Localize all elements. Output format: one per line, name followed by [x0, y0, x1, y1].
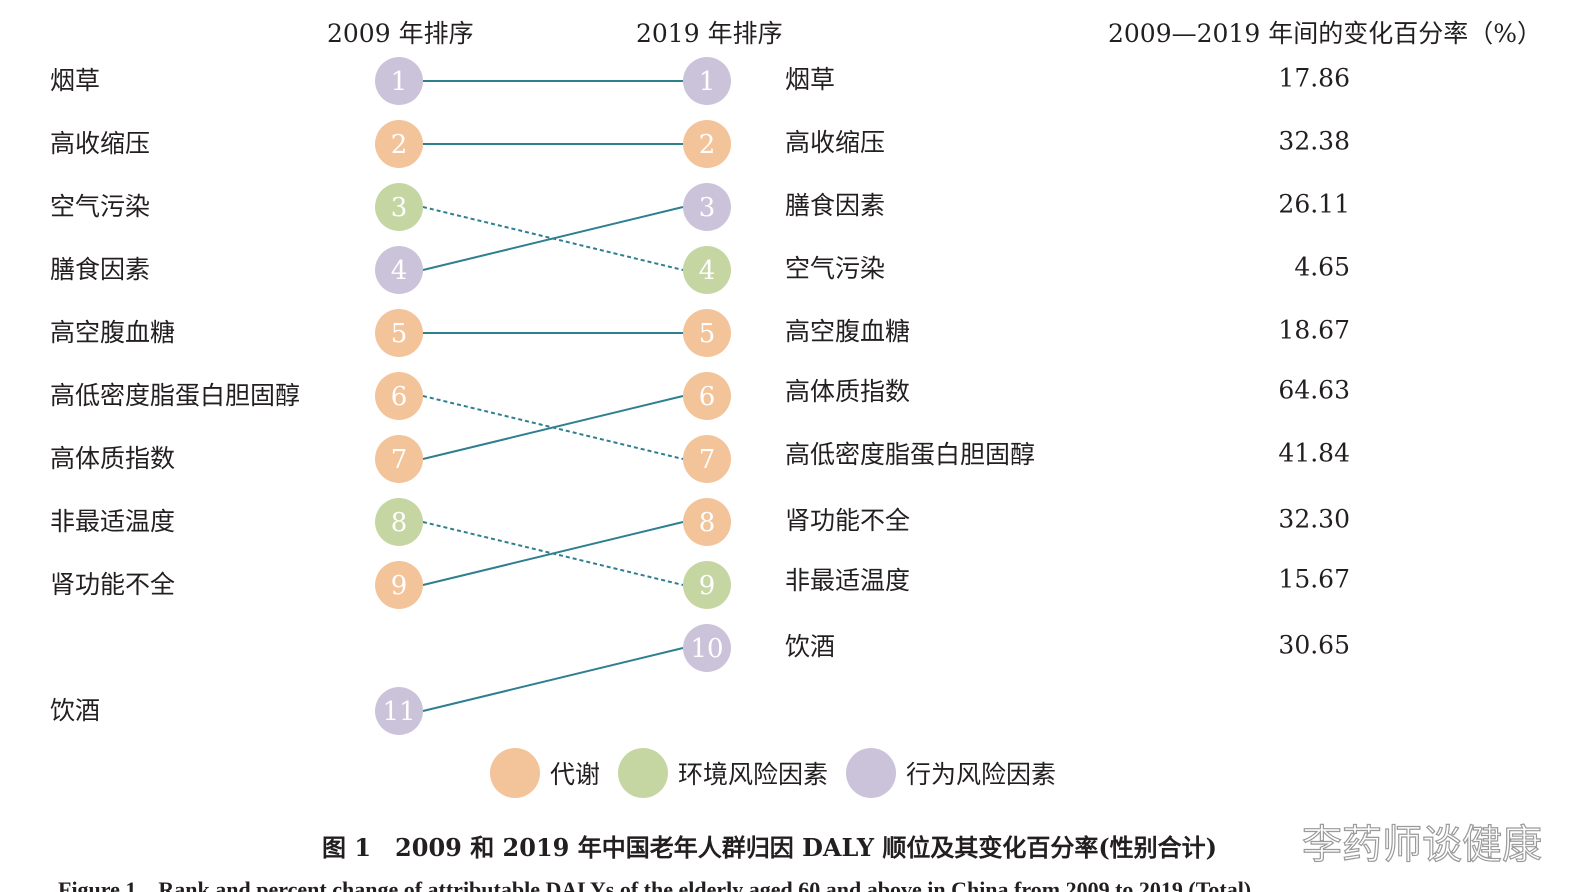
- left-factor-label: 空气污染: [50, 192, 151, 221]
- header-2019: 2019 年排序: [636, 19, 783, 48]
- left-factor-label: 高体质指数: [50, 444, 176, 473]
- rank-link-line: [422, 521, 684, 586]
- legend: 代谢 环境风险因素 行为风险因素: [490, 748, 1074, 798]
- legend-metabolic: 代谢: [490, 748, 600, 798]
- change-value: 17.86: [1278, 63, 1350, 93]
- rank-circle: [375, 435, 423, 483]
- legend-environmental: 环境风险因素: [618, 748, 828, 798]
- change-value: 4.65: [1294, 252, 1350, 282]
- rank-number: 5: [391, 319, 408, 349]
- left-factor-label: 高低密度脂蛋白胆固醇: [50, 381, 301, 410]
- right-factor-label: 空气污染: [785, 254, 886, 283]
- left-factor-label: 肾功能不全: [50, 570, 176, 599]
- change-value: 15.67: [1278, 564, 1350, 594]
- rank-number: 1: [391, 67, 408, 97]
- left-factor-label: 膳食因素: [50, 255, 151, 284]
- change-value: 26.11: [1278, 189, 1350, 219]
- rank-circle: [683, 372, 731, 420]
- legend-swatch: [490, 748, 540, 798]
- rank-circle: [375, 309, 423, 357]
- rank-number: 5: [699, 319, 716, 349]
- change-value: 30.65: [1278, 630, 1350, 660]
- header-2009: 2009 年排序: [327, 19, 474, 48]
- rank-circle: [375, 183, 423, 231]
- rank-circle: [375, 561, 423, 609]
- legend-swatch: [618, 748, 669, 798]
- right-factor-label: 高空腹血糖: [785, 317, 911, 346]
- rank-circle: [683, 183, 731, 231]
- left-factor-label: 非最适温度: [50, 507, 176, 536]
- rank-link-line: [422, 395, 684, 460]
- left-factor-label: 高空腹血糖: [50, 318, 176, 347]
- rank-link-line: [422, 647, 684, 712]
- change-value: 32.30: [1278, 504, 1350, 534]
- rank-number: 7: [699, 445, 716, 475]
- right-factor-label: 肾功能不全: [785, 506, 911, 535]
- legend-behavioral: 行为风险因素: [846, 748, 1056, 798]
- rank-circle: [683, 309, 731, 357]
- rank-circle: [375, 687, 423, 735]
- rank-circle: [683, 246, 731, 294]
- legend-label: 代谢: [550, 760, 601, 789]
- rank-link-line: [422, 206, 684, 271]
- rank-circle: [683, 561, 731, 609]
- rank-circle: [683, 498, 731, 546]
- rank-number: 9: [699, 571, 716, 601]
- rank-number: 2: [391, 130, 408, 160]
- rank-number: 3: [391, 193, 408, 223]
- right-factor-label: 非最适温度: [785, 566, 911, 595]
- header-change: 2009—2019 年间的变化百分率（%）: [1108, 19, 1542, 48]
- change-value: 18.67: [1278, 315, 1350, 345]
- rank-circle: [375, 498, 423, 546]
- rank-circle: [375, 57, 423, 105]
- legend-swatch: [846, 748, 897, 798]
- rank-number: 6: [699, 382, 716, 412]
- caption-english: Figure 1 Rank and percent change of attr…: [58, 877, 1252, 892]
- rank-number: 9: [391, 571, 408, 601]
- legend-label: 环境风险因素: [678, 760, 829, 789]
- rank-number: 4: [391, 256, 408, 286]
- change-value: 41.84: [1278, 438, 1350, 468]
- rank-circle: [375, 372, 423, 420]
- rank-circle: [683, 435, 731, 483]
- change-value: 64.63: [1278, 375, 1350, 405]
- legend-label: 行为风险因素: [906, 760, 1057, 789]
- right-factor-label: 高体质指数: [785, 377, 911, 406]
- left-factor-label: 饮酒: [50, 696, 101, 725]
- left-factor-label: 烟草: [50, 66, 101, 95]
- rank-circle: [683, 624, 731, 672]
- rank-circle: [683, 120, 731, 168]
- right-factor-label: 高低密度脂蛋白胆固醇: [785, 440, 1036, 469]
- rank-circle: [375, 246, 423, 294]
- rank-number: 8: [699, 508, 716, 538]
- rank-number: 6: [391, 382, 408, 412]
- right-factor-label: 饮酒: [785, 632, 836, 661]
- right-factor-label: 烟草: [785, 65, 836, 94]
- rank-number: 7: [391, 445, 408, 475]
- rank-number: 3: [699, 193, 716, 223]
- rank-circle: [375, 120, 423, 168]
- rank-number: 10: [690, 634, 723, 664]
- left-factor-label: 高收缩压: [50, 129, 151, 158]
- watermark: 李药师谈健康: [1301, 821, 1542, 868]
- right-factor-label: 膳食因素: [785, 191, 886, 220]
- caption: 图 1 2009 和 2019 年中国老年人群归因 DALY 顺位及其变化百分率…: [322, 833, 1218, 862]
- rank-number: 8: [391, 508, 408, 538]
- right-factor-label: 高收缩压: [785, 128, 886, 157]
- rank-number: 4: [699, 256, 716, 286]
- rank-number: 11: [382, 697, 415, 727]
- rank-number: 1: [699, 67, 716, 97]
- change-value: 32.38: [1278, 126, 1350, 156]
- rank-circle: [683, 57, 731, 105]
- rank-number: 2: [699, 130, 716, 160]
